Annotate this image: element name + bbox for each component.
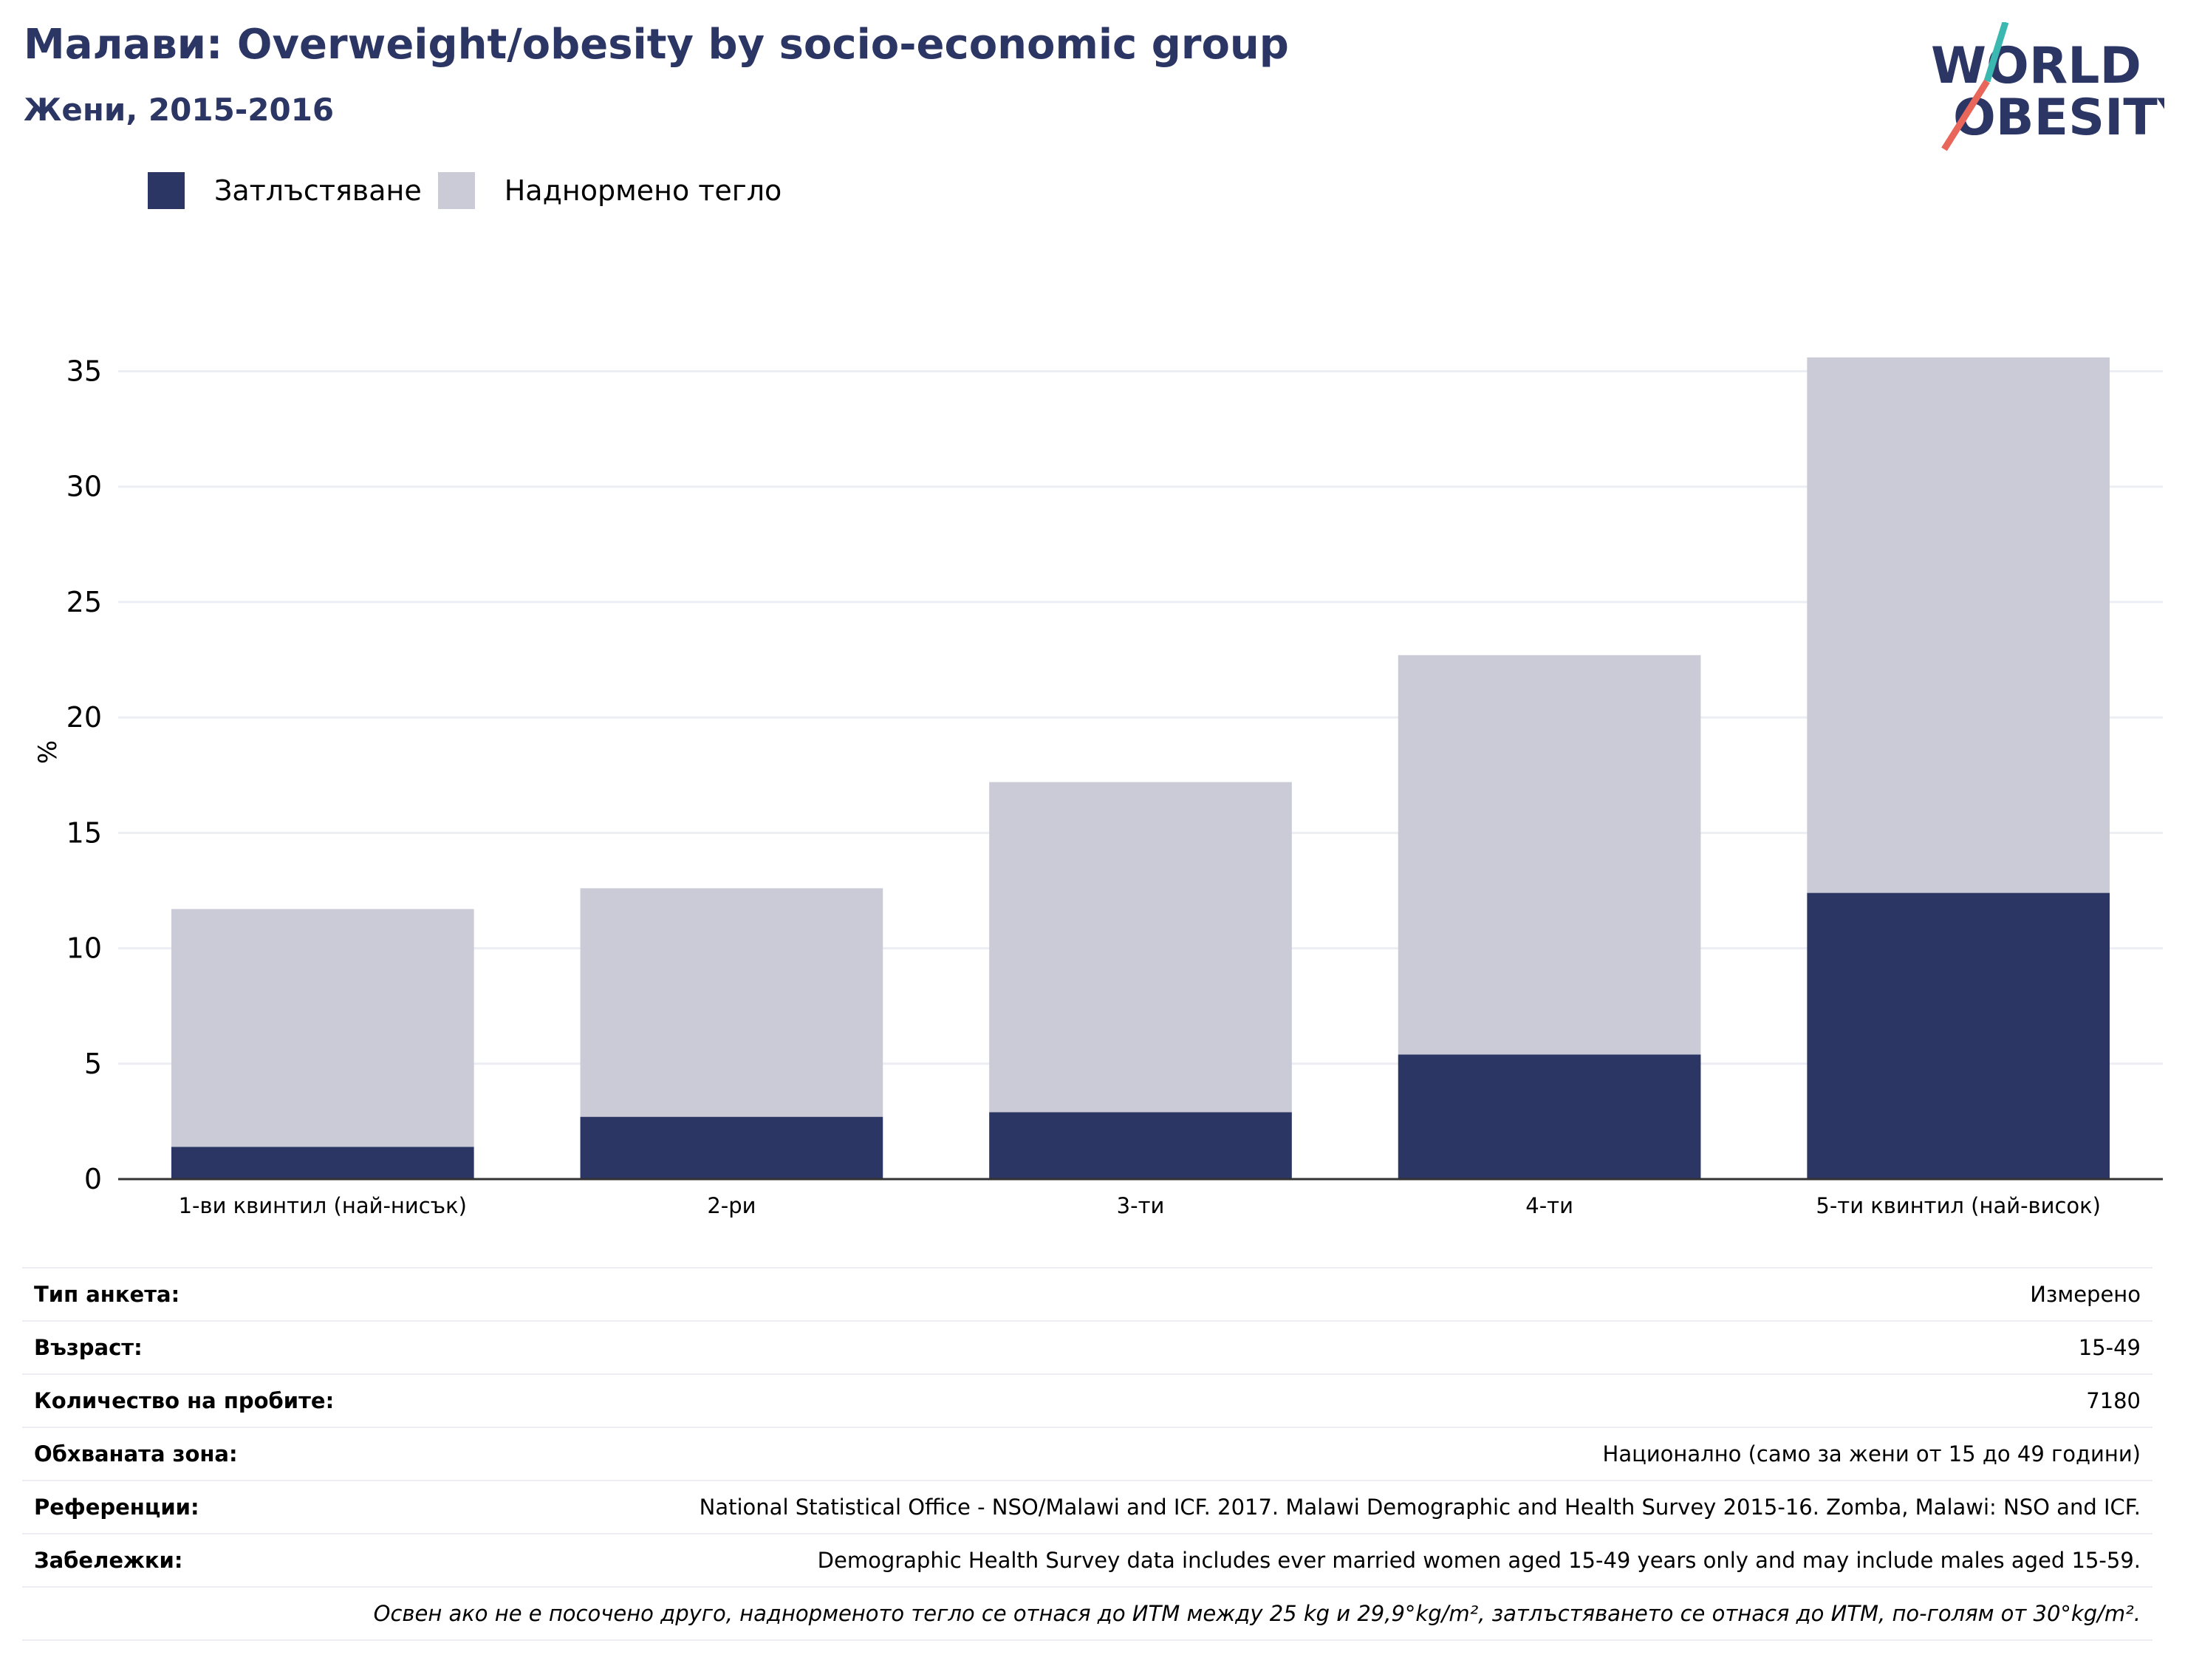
meta-key: Обхваната зона: — [34, 1441, 238, 1466]
logo-teal-stroke — [1983, 22, 2009, 83]
page-subtitle: Жени, 2015-2016 — [24, 92, 335, 128]
logo-line2: OBESITY — [1953, 89, 2164, 147]
bar-overweight-4 — [1398, 655, 1701, 1055]
legend-swatch-obesity — [148, 172, 185, 209]
bars — [171, 357, 2110, 1179]
x-tick-label: 2-ри — [707, 1193, 756, 1218]
meta-value: 7180 — [2086, 1388, 2141, 1413]
bar-overweight-5 — [1807, 357, 2110, 893]
bar-overweight-3 — [989, 782, 1292, 1113]
y-tick-label: 20 — [66, 701, 102, 734]
page-title: Малави: Overweight/obesity by socio-econ… — [24, 21, 1289, 69]
y-tick-label: 25 — [66, 586, 102, 618]
meta-row-notes: Забележки: Demographic Health Survey dat… — [22, 1533, 2152, 1586]
meta-value: National Statistical Office - NSO/Malawi… — [699, 1495, 2141, 1520]
meta-value: Demographic Health Survey data includes … — [817, 1548, 2141, 1573]
meta-key: Референции: — [34, 1495, 199, 1520]
bar-overweight-2 — [580, 888, 883, 1117]
legend-swatch-overweight — [437, 172, 475, 209]
bar-obesity-3 — [989, 1112, 1292, 1179]
x-tick-label: 3-ти — [1117, 1193, 1165, 1218]
footnote: Освен ако не е посочено друго, наднормен… — [373, 1601, 2141, 1626]
meta-row-references: Референции: National Statistical Office … — [22, 1480, 2152, 1533]
y-axis-ticks: 0 5 10 15 20 25 30 35 — [66, 355, 102, 1195]
meta-row-age: Възраст: 15-49 — [22, 1320, 2152, 1373]
y-tick-label: 0 — [84, 1163, 102, 1195]
meta-key: Тип анкета: — [34, 1282, 180, 1307]
x-axis-ticks: 1-ви квинтил (най-нисък) 2-ри 3-ти 4-ти 5-ти… — [179, 1193, 2101, 1218]
meta-row-area: Обхваната зона: Национално (само за жени… — [22, 1427, 2152, 1480]
y-tick-label: 35 — [66, 355, 102, 387]
meta-key: Забележки: — [34, 1548, 183, 1573]
meta-key: Възраст: — [34, 1335, 143, 1360]
y-axis-label: % — [33, 740, 63, 764]
bar-obesity-2 — [580, 1116, 883, 1179]
x-tick-label: 1-ви квинтил (най-нисък) — [179, 1193, 467, 1218]
bar-obesity-1 — [171, 1147, 474, 1179]
meta-row-survey-type: Тип анкета: Измерено — [22, 1267, 2152, 1320]
legend: Затлъстяване Наднормено тегло — [148, 170, 798, 211]
legend-label-obesity: Затлъстяване — [214, 174, 422, 207]
bar-overweight-1 — [171, 909, 474, 1147]
y-tick-label: 30 — [66, 471, 102, 503]
meta-row-footnote: Освен ако не е посочено друго, наднормен… — [22, 1586, 2152, 1641]
meta-row-sample-size: Количество на пробите: 7180 — [22, 1373, 2152, 1427]
meta-value: Измерено — [2030, 1282, 2141, 1307]
y-tick-label: 5 — [84, 1048, 102, 1080]
legend-label-overweight: Наднормено тегло — [504, 174, 782, 207]
x-tick-label: 5-ти квинтил (най-висок) — [1816, 1193, 2101, 1218]
world-obesity-logo: WORLD OBESITY — [1931, 22, 2164, 151]
y-tick-label: 15 — [66, 816, 102, 849]
chart: 0 5 10 15 20 25 30 35 1-ви квинтил (най-нисък) 2… — [33, 355, 2163, 1218]
bar-obesity-5 — [1807, 892, 2110, 1179]
meta-value: Национално (само за жени от 15 до 49 год… — [1602, 1441, 2141, 1466]
meta-key: Количество на пробите: — [34, 1388, 335, 1413]
legend-item-overweight: Наднормено тегло — [437, 172, 782, 209]
logo-line1: WORLD — [1931, 37, 2141, 95]
bar-obesity-4 — [1398, 1054, 1701, 1179]
meta-value: 15-49 — [2078, 1335, 2141, 1360]
x-tick-label: 4-ти — [1525, 1193, 1573, 1218]
legend-item-obesity: Затлъстяване — [148, 172, 422, 209]
logo-red-stroke — [1941, 79, 1990, 151]
survey-info-table: Тип анкета: Измерено Възраст: 15-49 Коли… — [22, 1267, 2152, 1641]
y-tick-label: 10 — [66, 932, 102, 965]
